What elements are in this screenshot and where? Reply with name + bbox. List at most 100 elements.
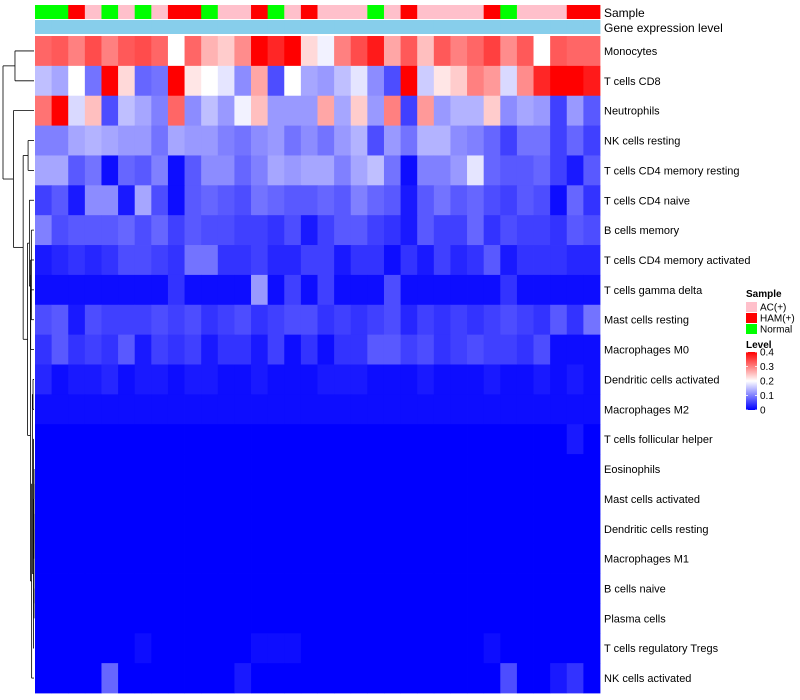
heatmap-cell: [101, 274, 119, 306]
sample-legend-label: AC(+): [760, 303, 786, 314]
heatmap-cell: [400, 304, 418, 336]
level-colorbar: [746, 352, 757, 410]
sample-legend-label: Normal: [760, 325, 792, 336]
heatmap-cell: [151, 95, 169, 126]
heatmap-cell: [400, 95, 418, 126]
heatmap-cell: [134, 304, 152, 336]
heatmap-cell: [184, 394, 202, 425]
heatmap-cell: [51, 633, 69, 664]
heatmap-cell: [500, 513, 518, 545]
heatmap-cell: [566, 304, 584, 336]
heatmap-cell: [383, 454, 401, 485]
heatmap-cell: [201, 424, 219, 455]
heatmap-cell: [417, 364, 435, 395]
heatmap-cell: [101, 424, 119, 455]
heatmap-cell: [516, 155, 534, 186]
heatmap-cell: [500, 364, 518, 395]
heatmap-cell: [400, 394, 418, 425]
annotation-cell-level: [35, 20, 53, 34]
heatmap-cell: [433, 424, 451, 455]
heatmap-cell: [467, 95, 485, 126]
heatmap-cell: [383, 274, 401, 306]
heatmap-cell: [284, 663, 302, 694]
annotation-cell-sample: [400, 5, 418, 19]
heatmap-cell: [350, 36, 368, 67]
heatmap-cell: [367, 483, 385, 515]
annotation-cell-sample: [500, 5, 518, 19]
heatmap-cell: [583, 454, 601, 485]
heatmap-cell: [167, 185, 185, 216]
heatmap-cell: [350, 65, 368, 97]
heatmap-cell: [134, 245, 152, 276]
heatmap-cell: [317, 304, 335, 336]
heatmap-cell: [201, 633, 219, 664]
heatmap-cell: [201, 454, 219, 485]
heatmap-cell: [516, 633, 534, 664]
row-label: Plasma cells: [604, 613, 666, 625]
heatmap-cell: [383, 215, 401, 246]
heatmap-cell: [300, 155, 318, 186]
heatmap-cell: [566, 663, 584, 694]
heatmap-cell: [35, 125, 53, 156]
heatmap-cell: [450, 334, 468, 365]
heatmap-cell: [367, 215, 385, 246]
heatmap-cell: [51, 394, 69, 425]
heatmap-cell: [51, 543, 69, 574]
heatmap-cell: [118, 125, 136, 156]
heatmap-cell: [367, 603, 385, 634]
heatmap-cell: [583, 65, 601, 97]
heatmap-cell: [251, 304, 269, 336]
heatmap-cell: [566, 364, 584, 395]
heatmap-cell: [118, 424, 136, 455]
heatmap-cell: [350, 454, 368, 485]
annotation-cell-level: [284, 20, 302, 34]
heatmap-cell: [267, 155, 285, 186]
heatmap-cell: [566, 215, 584, 246]
heatmap-cell: [550, 304, 568, 336]
heatmap-cell: [184, 543, 202, 574]
annotation-cell-level: [201, 20, 219, 34]
heatmap-cell: [68, 95, 86, 126]
heatmap-cell: [167, 215, 185, 246]
heatmap-cell: [184, 364, 202, 395]
heatmap-cell: [134, 155, 152, 186]
annotation-cell-level: [367, 20, 385, 34]
heatmap-cell: [350, 245, 368, 276]
heatmap-cell: [450, 394, 468, 425]
heatmap-cell: [500, 573, 518, 604]
heatmap-cell: [118, 334, 136, 365]
heatmap-cell: [533, 65, 551, 97]
heatmap-cell: [516, 36, 534, 67]
annotation-cell-level: [467, 20, 485, 34]
heatmap-cell: [566, 633, 584, 664]
heatmap-cell: [84, 513, 102, 545]
annotation-cell-level: [84, 20, 102, 34]
heatmap-cell: [367, 454, 385, 485]
heatmap-cell: [84, 185, 102, 216]
heatmap-cell: [267, 394, 285, 425]
heatmap-cell: [550, 274, 568, 306]
heatmap-cell: [101, 513, 119, 545]
row-label: T cells CD4 memory activated: [604, 255, 751, 267]
heatmap-cell: [201, 95, 219, 126]
row-label: T cells CD4 naive: [604, 195, 690, 207]
annotation-cell-level: [118, 20, 136, 34]
heatmap-cell: [267, 36, 285, 67]
level-legend-ticks: 0.4 0.3 0.2 0.1 0: [746, 348, 774, 417]
heatmap-cell: [184, 633, 202, 664]
heatmap-cell: [134, 95, 152, 126]
heatmap-cell: [151, 65, 169, 97]
heatmap-cell: [134, 215, 152, 246]
heatmap-cell: [516, 304, 534, 336]
heatmap-cell: [101, 543, 119, 574]
heatmap-cell: [284, 125, 302, 156]
annotation-cell-sample: [201, 5, 219, 19]
heatmap-cell: [533, 513, 551, 545]
heatmap-cell: [151, 274, 169, 306]
heatmap-cell: [217, 454, 235, 485]
heatmap-cell: [217, 603, 235, 634]
heatmap-cell: [68, 155, 86, 186]
heatmap-cell: [317, 483, 335, 515]
heatmap-cell: [184, 573, 202, 604]
heatmap-cell: [84, 125, 102, 156]
